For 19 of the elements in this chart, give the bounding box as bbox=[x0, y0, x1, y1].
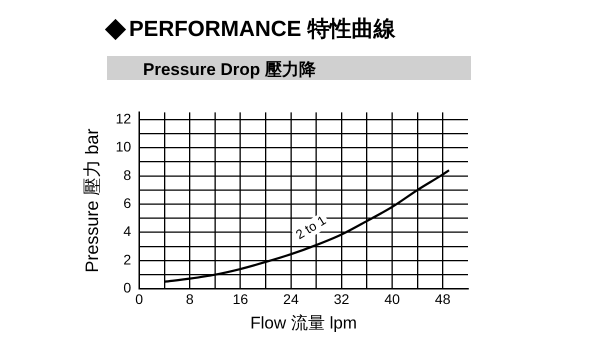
y-tick-label: 12 bbox=[116, 110, 132, 126]
x-tick-label: 0 bbox=[135, 291, 144, 308]
annotation: 2 to 1 bbox=[292, 212, 328, 242]
chart-subtitle: Pressure Drop 壓力降 bbox=[143, 59, 316, 81]
y-tick-label: 10 bbox=[116, 138, 132, 155]
y-tick-label: 2 bbox=[123, 251, 132, 268]
y-tick-label: 8 bbox=[123, 166, 132, 183]
chart-title: PERFORMANCE 特性曲線 bbox=[129, 15, 396, 43]
x-axis-title: Flow 流量 lpm bbox=[250, 313, 357, 332]
x-tick-label: 24 bbox=[283, 291, 299, 308]
x-tick-label: 8 bbox=[186, 291, 194, 308]
x-tick-label: 48 bbox=[434, 291, 451, 308]
y-tick-label: 0 bbox=[123, 280, 132, 296]
x-tick-label: 40 bbox=[384, 291, 400, 308]
y-axis-title: Pressure 壓力 bar bbox=[82, 128, 102, 273]
y-tick-label: 6 bbox=[123, 194, 132, 211]
y-tick-label: 4 bbox=[123, 223, 132, 240]
x-tick-label: 32 bbox=[334, 291, 350, 308]
x-tick-label: 16 bbox=[232, 291, 248, 308]
